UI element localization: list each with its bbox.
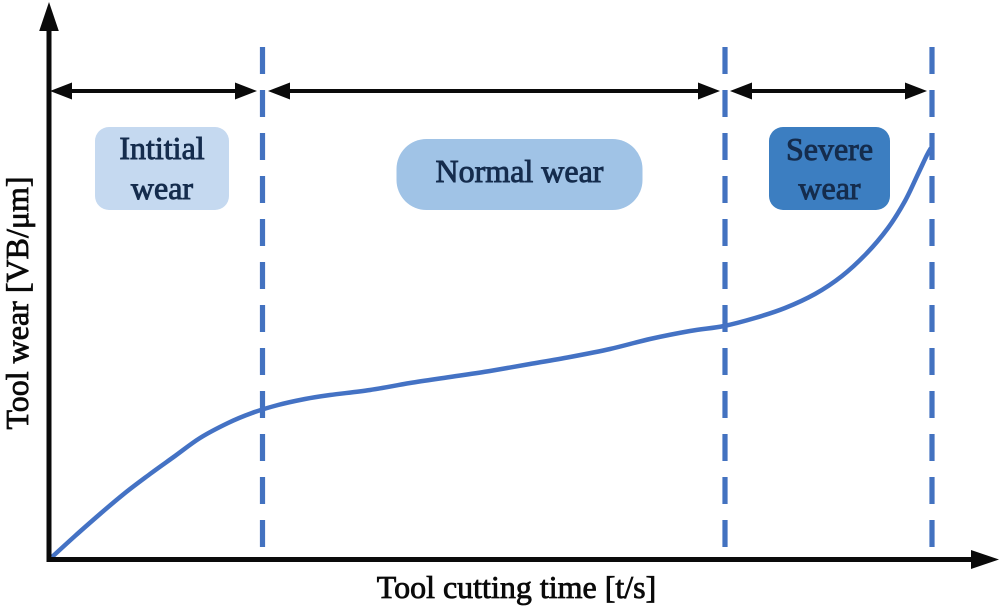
svg-text:Tool cutting time [t/s]: Tool cutting time [t/s] <box>377 569 657 605</box>
svg-text:Tool wear [VB/μm]: Tool wear [VB/μm] <box>0 176 35 429</box>
svg-text:wear: wear <box>798 170 861 206</box>
svg-text:Intitial: Intitial <box>119 130 204 166</box>
svg-text:wear: wear <box>131 170 194 206</box>
svg-text:Normal wear: Normal wear <box>436 153 604 189</box>
svg-text:Severe: Severe <box>786 131 873 167</box>
